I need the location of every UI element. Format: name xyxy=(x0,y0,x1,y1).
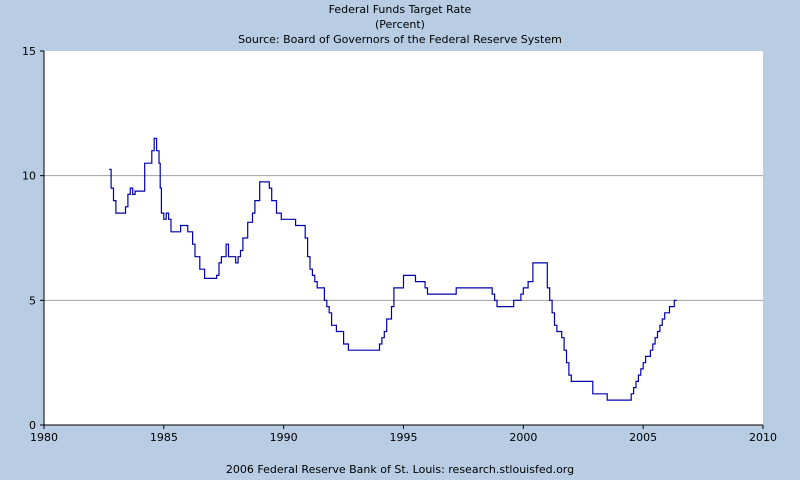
y-tick-label: 5 xyxy=(29,294,36,307)
chart-title: Federal Funds Target Rate xyxy=(328,3,472,16)
x-tick-label: 2010 xyxy=(749,431,777,444)
chart-title-block: Federal Funds Target Rate (Percent) Sour… xyxy=(0,2,800,47)
y-tick-label: 10 xyxy=(22,170,36,183)
x-tick-label: 1985 xyxy=(150,431,178,444)
x-tick-label: 1990 xyxy=(270,431,298,444)
plot-area xyxy=(44,51,763,425)
tick-labels: 0 5 10 15 1980 1985 1990 1995 2000 2005 2010 xyxy=(22,45,777,444)
gridlines xyxy=(44,175,763,301)
axes xyxy=(40,50,764,429)
y-tick-label: 0 xyxy=(29,419,36,432)
x-tick-label: 1995 xyxy=(390,431,418,444)
series-layer xyxy=(109,137,677,401)
series-line xyxy=(109,137,677,401)
y-tick-label: 15 xyxy=(22,45,36,58)
x-tick-label: 2005 xyxy=(629,431,657,444)
x-tick-label: 1980 xyxy=(30,431,58,444)
chart-source: Source: Board of Governors of the Federa… xyxy=(238,33,562,46)
x-tick-label: 2000 xyxy=(509,431,537,444)
chart-subtitle: (Percent) xyxy=(375,18,425,31)
chart-footer: 2006 Federal Reserve Bank of St. Louis: … xyxy=(225,463,575,476)
